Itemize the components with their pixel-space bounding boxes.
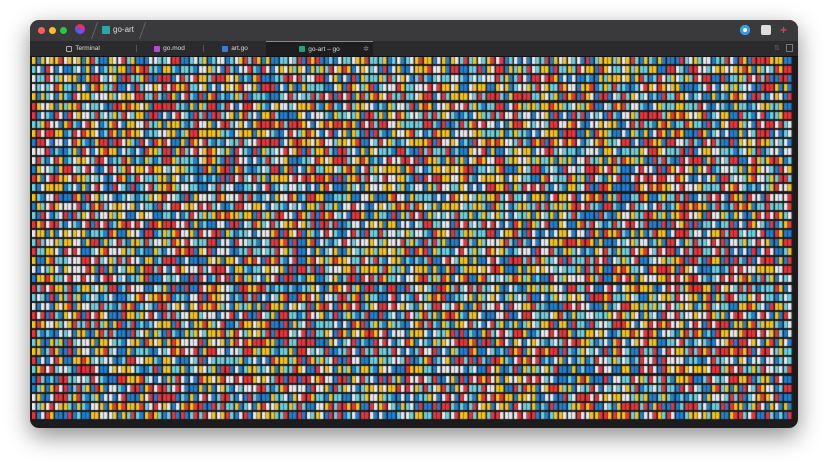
tab-label: Terminal (75, 45, 100, 52)
tab-go-mod[interactable]: go.mod (137, 41, 202, 56)
close-button[interactable] (38, 27, 45, 34)
tab-terminal[interactable]: Terminal (30, 41, 136, 56)
divider (90, 22, 99, 39)
tab-label: go.mod (163, 45, 185, 52)
tab-bar: Terminal go.mod art.go go-art – go ✲ ⇅ (30, 41, 798, 57)
tab-label: go-art – go (308, 45, 340, 53)
go-mod-icon (154, 45, 161, 52)
tab-separator (136, 45, 137, 52)
tab-go-art-output[interactable]: go-art – go ✲ (266, 41, 373, 56)
loading-spinner-icon: ✲ (363, 46, 369, 53)
title-bar: go-art + (30, 20, 798, 41)
run-output-icon (299, 46, 306, 52)
go-file-icon (222, 45, 229, 52)
divider (138, 22, 147, 39)
split-view-icon[interactable] (786, 44, 793, 52)
collapse-icon[interactable]: ⇅ (774, 45, 780, 52)
tab-art-go[interactable]: art.go (204, 41, 266, 56)
tab-separator (203, 45, 204, 52)
terminal-icon (66, 45, 73, 52)
minimize-button[interactable] (49, 27, 56, 34)
layout-icon[interactable] (761, 25, 771, 35)
eye-icon[interactable] (740, 25, 750, 35)
project-title[interactable]: go-art (113, 25, 134, 34)
tab-label: art.go (231, 45, 248, 52)
generative-art-canvas (32, 57, 796, 421)
folder-icon (102, 26, 110, 34)
app-window: go-art + Terminal go.mod art.go go-art –… (30, 20, 798, 428)
app-logo-icon (75, 24, 85, 34)
add-sparkle-icon[interactable]: + (780, 23, 788, 37)
zoom-button[interactable] (60, 27, 67, 34)
